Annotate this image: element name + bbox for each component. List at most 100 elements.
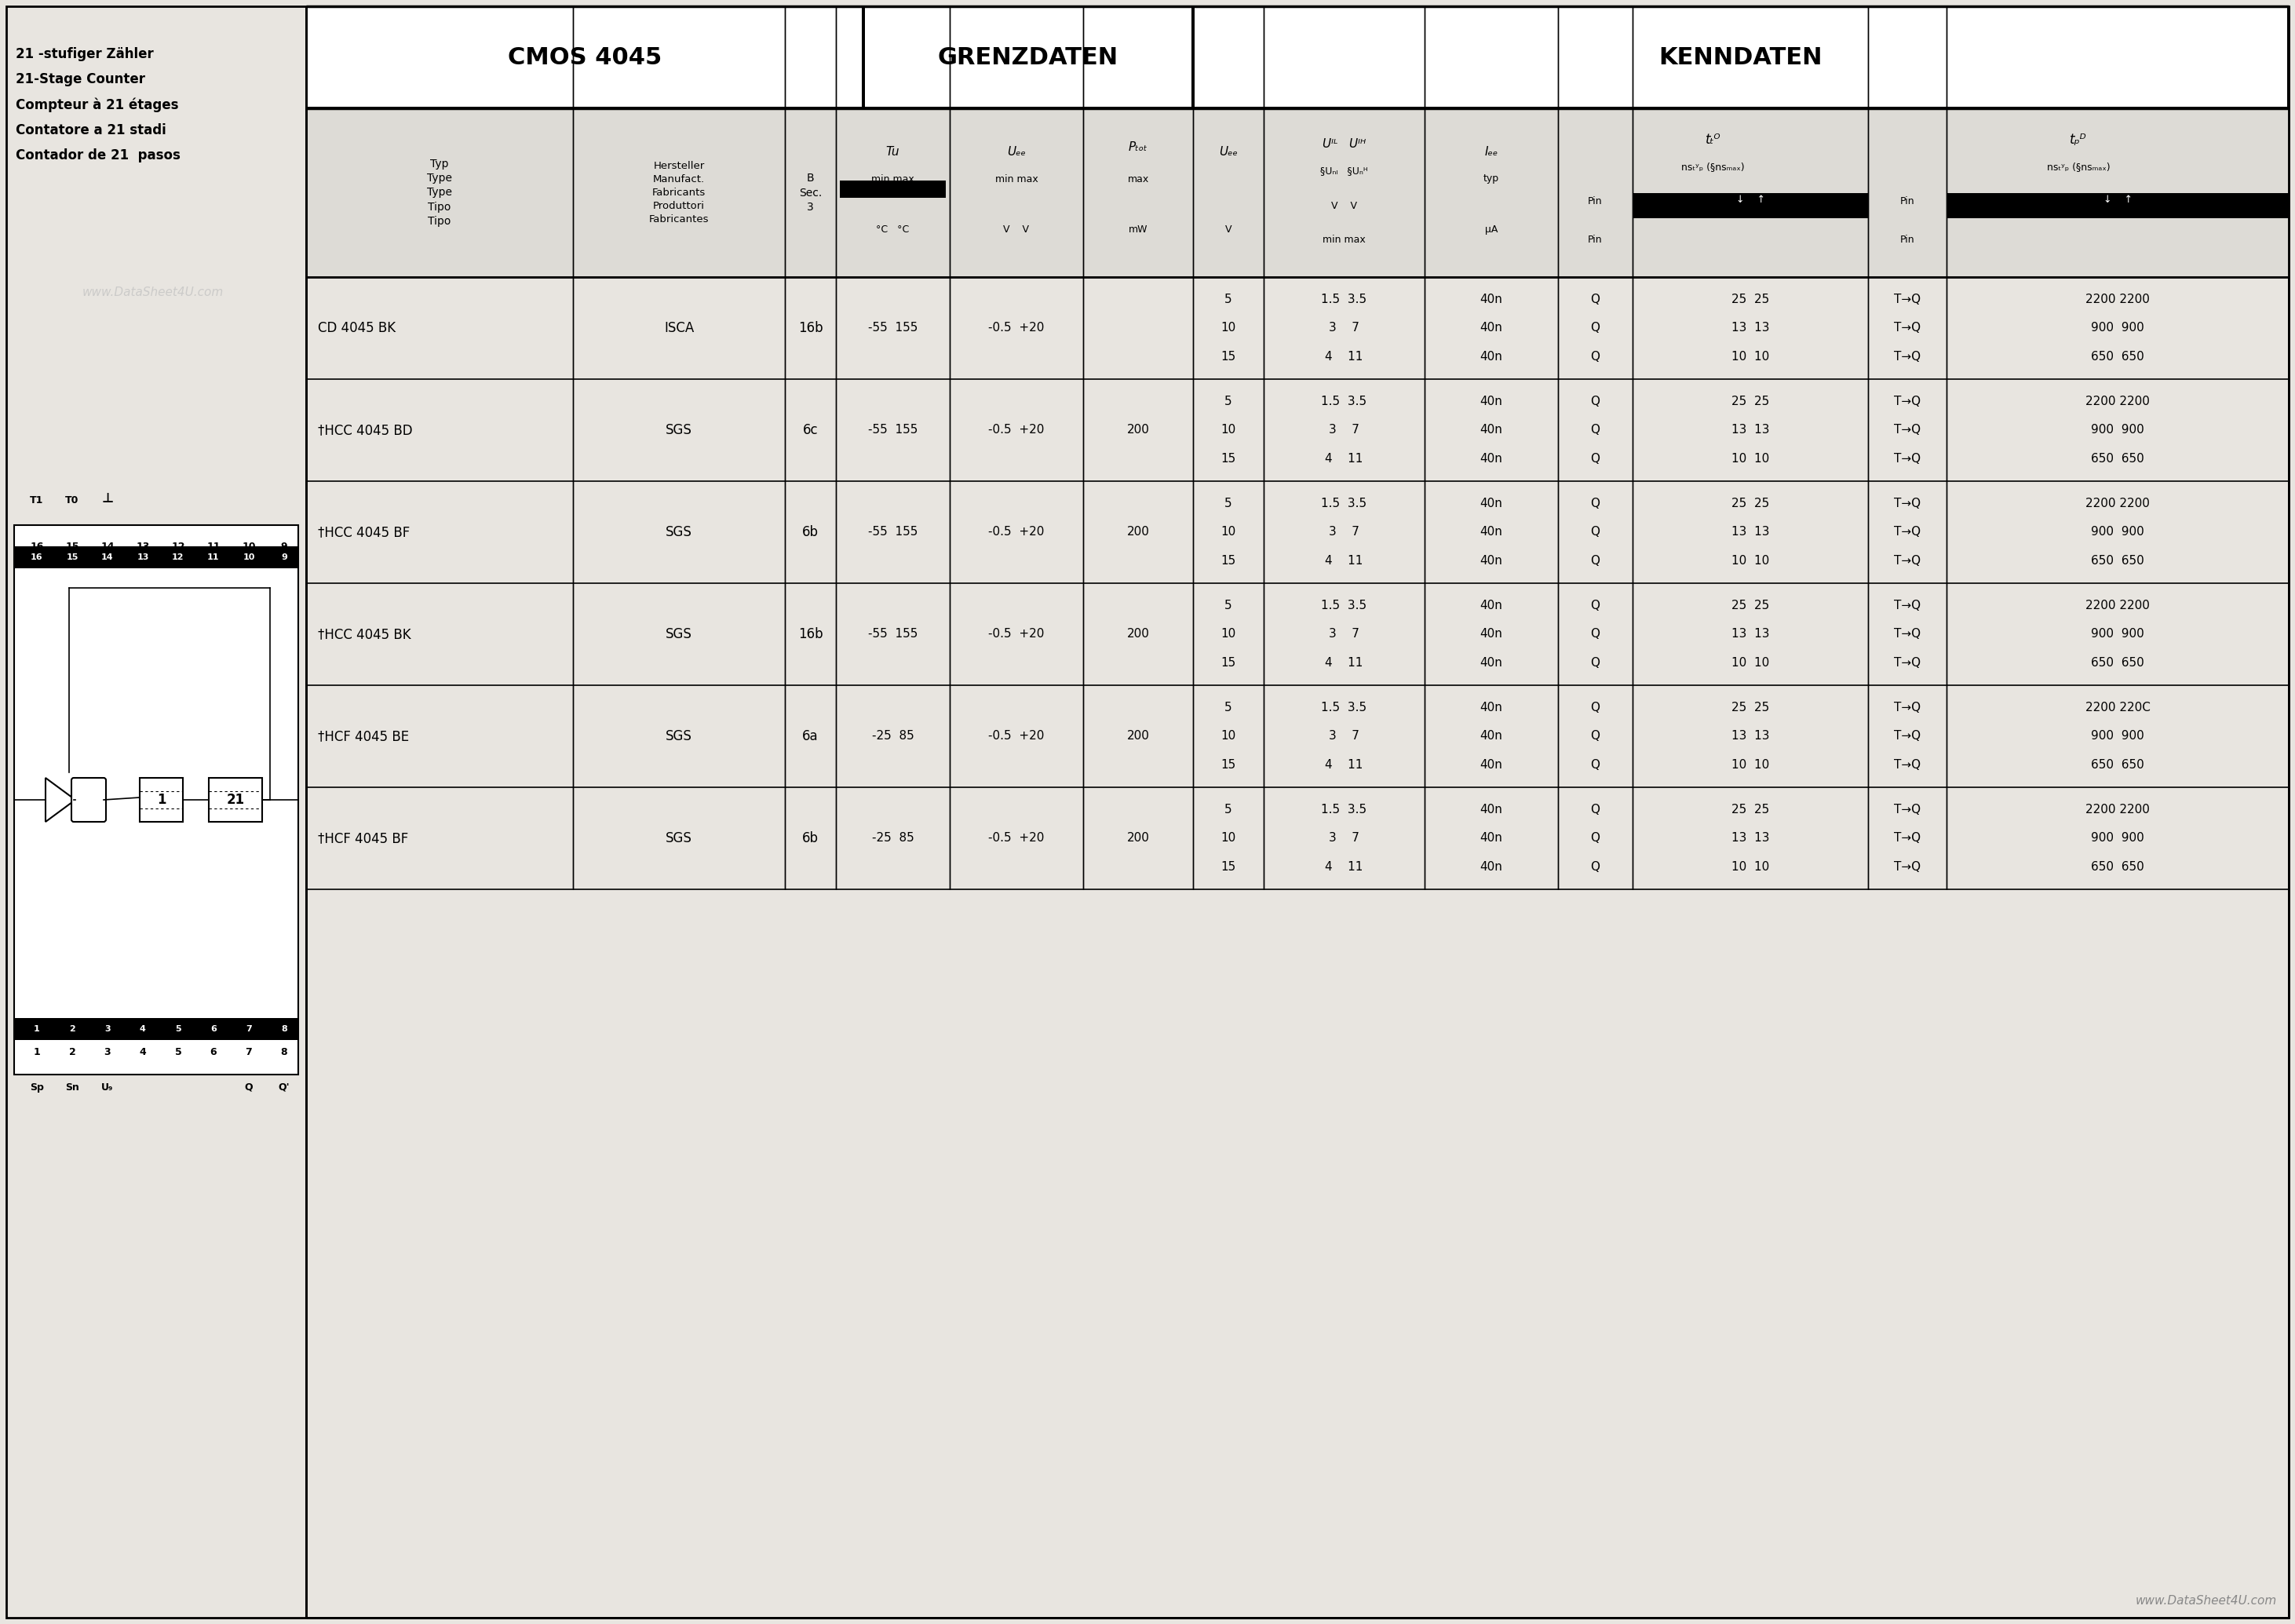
Bar	[305, 109, 2288, 278]
Text: Pin: Pin	[1900, 235, 1914, 245]
Text: 5: 5	[1226, 804, 1232, 815]
Text: 12: 12	[172, 554, 184, 562]
Text: 650  650: 650 650	[2091, 453, 2144, 464]
Text: 6c: 6c	[803, 424, 817, 437]
Text: T→Q: T→Q	[1893, 599, 1921, 612]
Text: 10  10: 10 10	[1730, 656, 1769, 669]
Text: CD 4045 BK: CD 4045 BK	[319, 322, 395, 335]
Text: 10  10: 10 10	[1730, 861, 1769, 872]
Text: †HCF 4045 BF: †HCF 4045 BF	[319, 831, 409, 846]
Text: Sp: Sp	[30, 1083, 44, 1093]
Text: www.DataSheet4U.com: www.DataSheet4U.com	[2134, 1595, 2277, 1606]
Text: 200: 200	[1127, 526, 1150, 538]
Text: 4    11: 4 11	[1324, 656, 1363, 669]
Text: 13  13: 13 13	[1730, 731, 1769, 742]
Text: 14: 14	[101, 542, 115, 552]
Text: 2200 2200: 2200 2200	[2086, 497, 2150, 510]
Text: T→Q: T→Q	[1893, 555, 1921, 567]
Text: 15: 15	[1221, 656, 1237, 669]
Text: 40n: 40n	[1480, 861, 1503, 872]
Text: 15: 15	[1221, 351, 1237, 362]
Text: 2200 2200: 2200 2200	[2086, 804, 2150, 815]
Text: 5: 5	[174, 1025, 181, 1033]
Text: 3    7: 3 7	[1329, 833, 1359, 844]
Text: 13: 13	[135, 542, 149, 552]
Text: Iₑₑ: Iₑₑ	[1485, 146, 1499, 158]
Text: 3    7: 3 7	[1329, 526, 1359, 538]
Text: 650  650: 650 650	[2091, 555, 2144, 567]
Text: -55  155: -55 155	[868, 322, 918, 335]
Text: T→Q: T→Q	[1893, 351, 1921, 362]
Text: Q: Q	[1590, 758, 1600, 771]
Text: 4    11: 4 11	[1324, 453, 1363, 464]
Text: Q: Q	[1590, 555, 1600, 567]
Text: Pin: Pin	[1588, 197, 1602, 206]
Text: T→Q: T→Q	[1893, 702, 1921, 713]
Text: SGS: SGS	[666, 831, 693, 846]
Text: V    V: V V	[1003, 224, 1030, 235]
Text: Q: Q	[1590, 526, 1600, 538]
Text: 40n: 40n	[1480, 656, 1503, 669]
Text: -0.5  +20: -0.5 +20	[989, 731, 1044, 742]
Text: 900  900: 900 900	[2091, 322, 2144, 335]
Text: Q: Q	[1590, 731, 1600, 742]
Text: 25  25: 25 25	[1730, 599, 1769, 612]
Text: §Uₙₗ   §Uₙᴴ: §Uₙₗ §Uₙᴴ	[1320, 166, 1368, 177]
Bar	[840, 180, 946, 198]
Text: 900  900: 900 900	[2091, 424, 2144, 435]
Text: Uₑₑ: Uₑₑ	[1008, 146, 1026, 158]
Text: 900  900: 900 900	[2091, 526, 2144, 538]
Text: Q: Q	[1590, 599, 1600, 612]
Text: T→Q: T→Q	[1893, 833, 1921, 844]
Text: min max: min max	[872, 174, 913, 184]
Text: 6: 6	[211, 1047, 216, 1057]
Text: GRENZDATEN: GRENZDATEN	[939, 45, 1118, 68]
Text: 10: 10	[1221, 833, 1237, 844]
Text: 1.5  3.5: 1.5 3.5	[1322, 599, 1368, 612]
Text: Q: Q	[1590, 497, 1600, 510]
Text: µA: µA	[1485, 224, 1499, 235]
Bar	[14, 525, 298, 1075]
Text: ISCA: ISCA	[663, 322, 693, 335]
Text: 8: 8	[280, 1047, 287, 1057]
Text: 6b: 6b	[803, 831, 819, 846]
Text: T1: T1	[30, 495, 44, 505]
Text: Q: Q	[1590, 424, 1600, 435]
Text: 900  900: 900 900	[2091, 628, 2144, 640]
Text: -55  155: -55 155	[868, 628, 918, 640]
Text: 5: 5	[174, 1047, 181, 1057]
Text: nsₜʸₚ (§nsₘₐₓ): nsₜʸₚ (§nsₘₐₓ)	[1682, 162, 1744, 172]
Text: -55  155: -55 155	[868, 526, 918, 538]
Text: Q: Q	[1590, 656, 1600, 669]
Text: 40n: 40n	[1480, 497, 1503, 510]
Text: T→Q: T→Q	[1893, 424, 1921, 435]
Text: -25  85: -25 85	[872, 731, 913, 742]
Text: 1.5  3.5: 1.5 3.5	[1322, 294, 1368, 305]
Text: mW: mW	[1129, 224, 1148, 235]
Text: 10  10: 10 10	[1730, 453, 1769, 464]
Text: †HCF 4045 BE: †HCF 4045 BE	[319, 729, 409, 744]
Text: 6: 6	[211, 1025, 216, 1033]
Text: 4    11: 4 11	[1324, 758, 1363, 771]
Text: T→Q: T→Q	[1893, 731, 1921, 742]
Text: 2: 2	[69, 1025, 76, 1033]
Text: 16: 16	[30, 542, 44, 552]
Text: Typ
Type
Type
Tipo
Tipo: Typ Type Type Tipo Tipo	[427, 158, 452, 227]
Text: 13  13: 13 13	[1730, 526, 1769, 538]
Text: 200: 200	[1127, 833, 1150, 844]
Text: 2200 2200: 2200 2200	[2086, 599, 2150, 612]
Bar	[1632, 193, 1868, 218]
Text: 8: 8	[280, 1025, 287, 1033]
Text: 9: 9	[280, 542, 287, 552]
Text: 16: 16	[30, 554, 44, 562]
Text: SGS: SGS	[666, 627, 693, 641]
Text: 200: 200	[1127, 628, 1150, 640]
Text: -25  85: -25 85	[872, 833, 913, 844]
Text: SGS: SGS	[666, 729, 693, 744]
Text: 5: 5	[1226, 599, 1232, 612]
Text: 3    7: 3 7	[1329, 628, 1359, 640]
Bar	[1946, 193, 2288, 218]
Text: 11: 11	[207, 554, 220, 562]
Text: -0.5  +20: -0.5 +20	[989, 628, 1044, 640]
Text: 7: 7	[246, 1047, 252, 1057]
